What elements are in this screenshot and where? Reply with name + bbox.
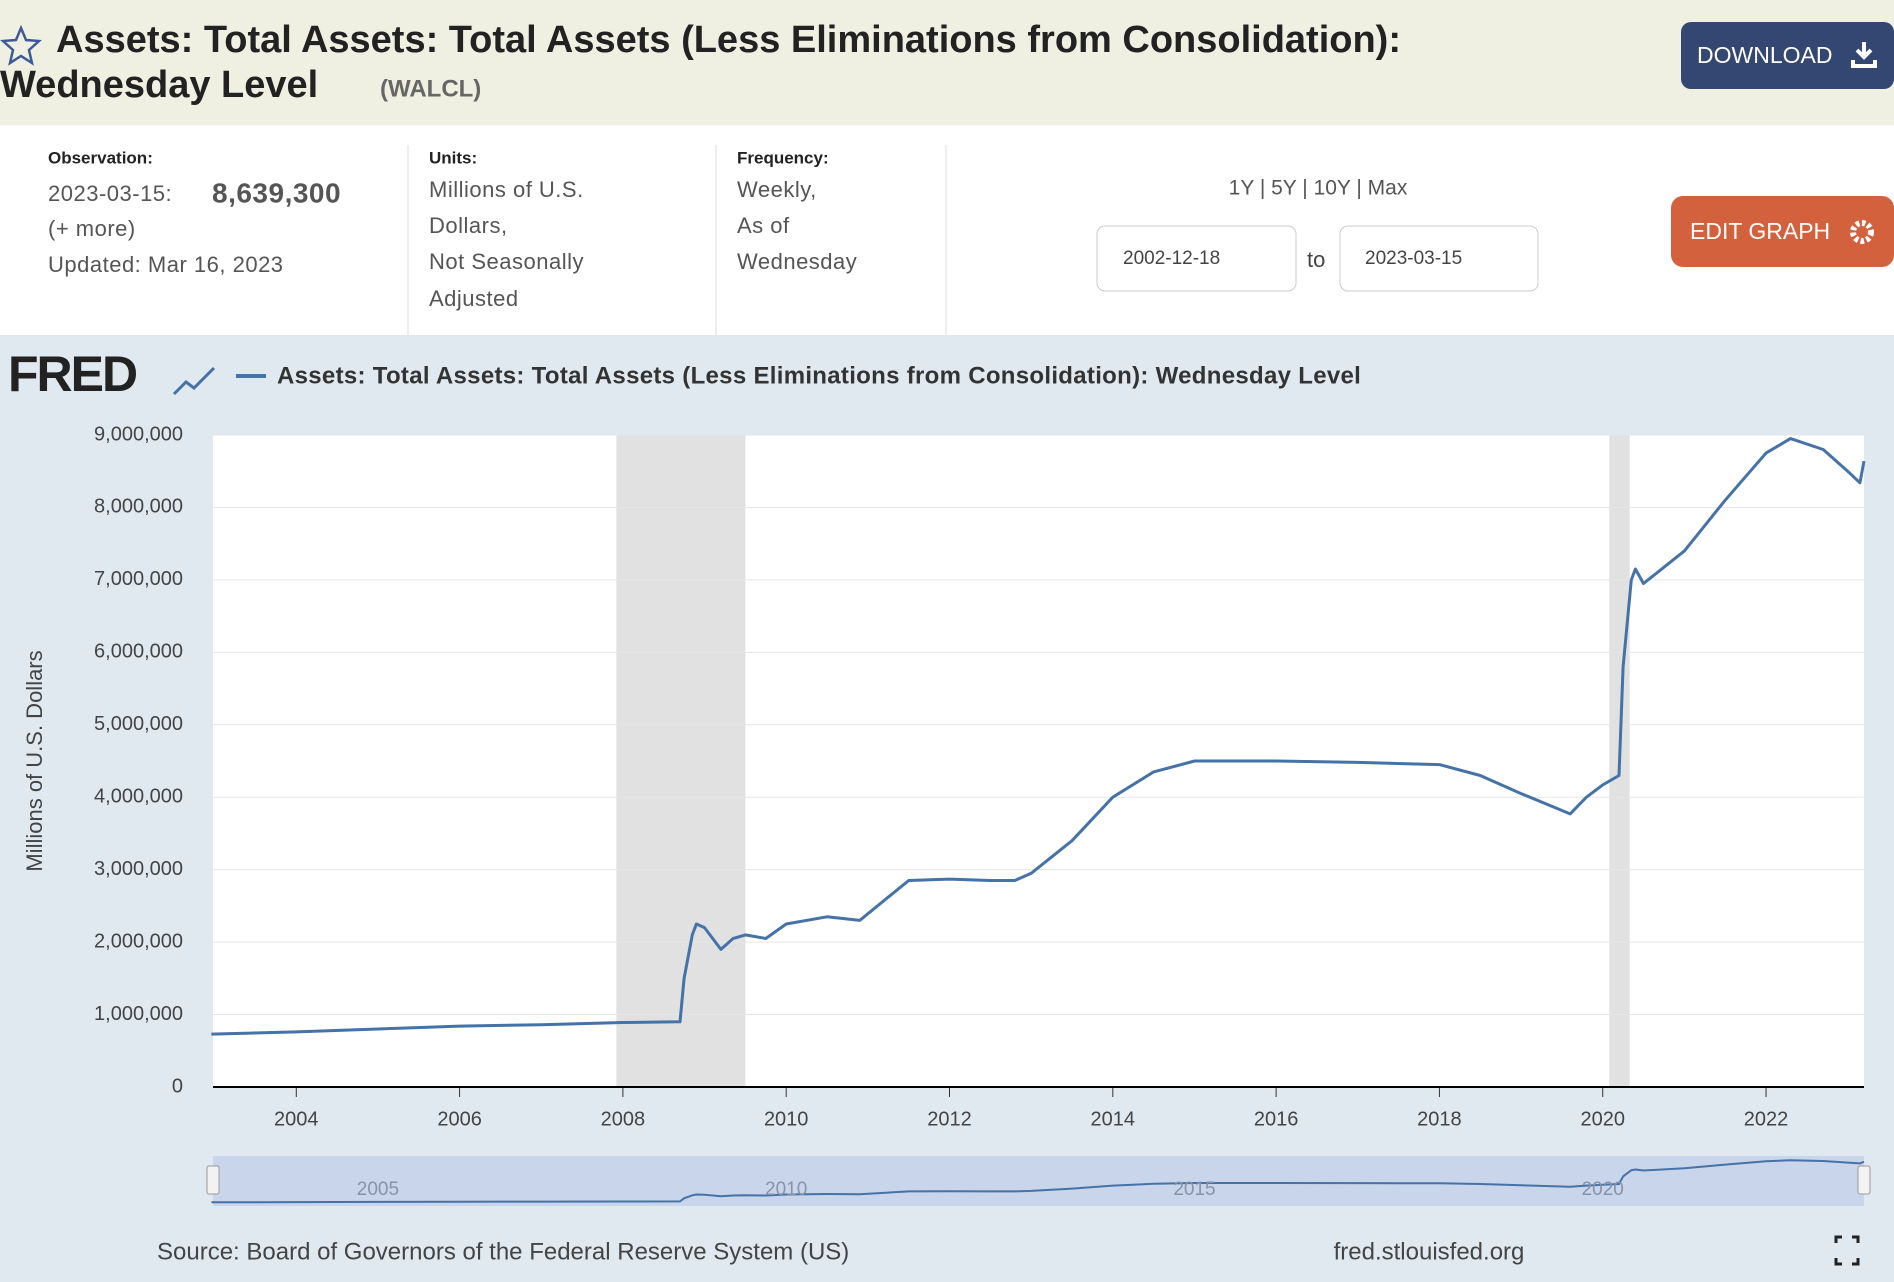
- navigator-tick-label: 2005: [357, 1179, 399, 1200]
- end-date-input[interactable]: [1339, 225, 1539, 292]
- x-tick-label: 2022: [1744, 1108, 1789, 1130]
- logo: FRED: [8, 346, 137, 402]
- range-links[interactable]: 1Y | 5Y | 10Y | Max: [1229, 177, 1408, 200]
- frequency-line: Weekly,: [737, 177, 817, 202]
- y-tick-label: 1,000,000: [94, 1003, 183, 1025]
- y-tick-label: 3,000,000: [94, 858, 183, 880]
- star-icon[interactable]: [0, 24, 43, 66]
- download-button[interactable]: [1681, 22, 1894, 89]
- navigator-handle[interactable]: [1857, 1165, 1871, 1195]
- series-id: (WALCL): [380, 75, 481, 102]
- start-date: 2002-12-18: [1123, 248, 1220, 269]
- info-band: [0, 125, 1894, 335]
- y-tick-label: 5,000,000: [94, 713, 183, 735]
- series-line: [211, 437, 1866, 1036]
- plot-area: [213, 435, 1864, 1087]
- download-icon: [1851, 42, 1877, 68]
- y-tick-label: 8,000,000: [94, 496, 183, 518]
- navigator-handle[interactable]: [206, 1165, 220, 1195]
- logo-icon: [172, 366, 216, 396]
- edit-graph-label: EDIT GRAPH: [1690, 218, 1830, 244]
- navigator-tick-label: 2015: [1173, 1179, 1215, 1200]
- y-tick-label: 2,000,000: [94, 930, 183, 952]
- label: Frequency:: [737, 148, 829, 167]
- legend-label: Assets: Total Assets: Total Assets (Less…: [277, 362, 1361, 389]
- units-line: Not Seasonally: [429, 249, 584, 274]
- x-tick-label: 2004: [274, 1108, 319, 1130]
- navigator-tick-label: 2010: [765, 1179, 807, 1200]
- start-date-input[interactable]: [1096, 225, 1297, 292]
- y-tick-label: 0: [172, 1075, 183, 1097]
- fullscreen-icon[interactable]: [1834, 1235, 1860, 1266]
- end-date: 2023-03-15: [1365, 248, 1462, 269]
- units-line: Millions of U.S.: [429, 177, 584, 202]
- gear-icon: [1850, 220, 1874, 244]
- navigator-line: [211, 1159, 1865, 1204]
- x-tick-label: 2006: [437, 1108, 482, 1130]
- title: Wednesday Level: [0, 64, 318, 106]
- download-label: DOWNLOAD: [1697, 42, 1832, 68]
- y-axis-label: Millions of U.S. Dollars: [22, 650, 47, 871]
- header-band: [0, 0, 1894, 125]
- y-tick-label: 9,000,000: [94, 423, 183, 445]
- url[interactable]: fred.stlouisfed.org: [1334, 1238, 1525, 1265]
- label: Observation:: [48, 148, 153, 167]
- x-tick-label: 2010: [764, 1108, 809, 1130]
- x-tick-label: 2020: [1580, 1108, 1625, 1130]
- units-line: Adjusted: [429, 286, 519, 311]
- obs-date: 2023-03-15:: [48, 181, 172, 206]
- x-tick-label: 2016: [1254, 1108, 1299, 1130]
- more-link[interactable]: (+ more): [48, 216, 136, 241]
- edit-graph-button[interactable]: [1671, 196, 1894, 267]
- recession-band: [616, 435, 746, 1087]
- obs-value: 8,639,300: [212, 177, 341, 208]
- y-tick-label: 4,000,000: [94, 786, 183, 808]
- x-tick-label: 2012: [927, 1108, 972, 1130]
- units-line: Dollars,: [429, 213, 508, 238]
- navigator-tick-label: 2020: [1582, 1179, 1624, 1200]
- x-tick-label: 2008: [601, 1108, 646, 1130]
- navigator[interactable]: [213, 1156, 1864, 1206]
- x-tick-label: 2014: [1091, 1108, 1136, 1130]
- to-label: to: [1307, 247, 1325, 272]
- x-tick-label: 2018: [1417, 1108, 1462, 1130]
- y-tick-label: 6,000,000: [94, 641, 183, 663]
- source: Source: Board of Governors of the Federa…: [157, 1238, 849, 1265]
- label: Units:: [429, 148, 477, 167]
- updated: Updated: Mar 16, 2023: [48, 252, 284, 277]
- frequency-line: As of: [737, 213, 790, 238]
- title: Assets: Total Assets: Total Assets (Less…: [56, 19, 1401, 61]
- y-tick-label: 7,000,000: [94, 568, 183, 590]
- frequency-line: Wednesday: [737, 249, 857, 274]
